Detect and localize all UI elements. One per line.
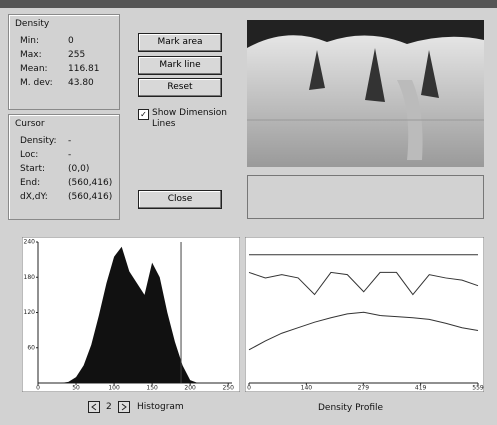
x-tick-label: 0 (247, 385, 251, 392)
field-value: 43.80 (68, 78, 94, 88)
group-title: Cursor (15, 119, 45, 129)
next-button[interactable] (118, 401, 130, 413)
field-label: M. dev: (20, 78, 53, 88)
profile-chart: 0 140 279 419 559 (245, 237, 484, 392)
field-label: dX,dY: (20, 192, 48, 202)
x-tick-label: 250 (222, 385, 234, 392)
y-tick-label: 60 (27, 344, 35, 351)
field-label: Max: (20, 50, 42, 60)
x-tick-label: 100 (108, 385, 120, 392)
close-button[interactable]: Close (138, 190, 222, 209)
y-tick-label: 120 (24, 309, 36, 316)
field-value: - (68, 150, 71, 160)
group-title: Density (15, 19, 49, 29)
y-tick-label: 240 (24, 239, 36, 246)
checkbox[interactable]: ✓ (138, 109, 149, 120)
field-value: 116.81 (68, 64, 100, 74)
field-value: 0 (68, 36, 74, 46)
x-tick-label: 279 (358, 385, 370, 392)
xray-image (247, 20, 484, 167)
field-value: (560,416) (68, 192, 112, 202)
x-tick-label: 0 (36, 385, 40, 392)
field-value: - (68, 136, 71, 146)
reset-button[interactable]: Reset (138, 78, 222, 97)
y-tick-label: 180 (24, 274, 36, 281)
x-tick-label: 150 (146, 385, 158, 392)
field-label: Start: (20, 164, 45, 174)
field-label: Density: (20, 136, 57, 146)
density-group: Density (8, 14, 120, 110)
x-tick-label: 50 (72, 385, 80, 392)
field-label: Loc: (20, 150, 38, 160)
x-tick-label: 419 (415, 385, 427, 392)
mark-area-button[interactable]: Mark area (138, 33, 222, 52)
info-box (247, 175, 484, 219)
field-label: Mean: (20, 64, 48, 74)
field-value: (0,0) (68, 164, 89, 174)
histogram-label: Histogram (137, 402, 184, 412)
x-tick-label: 140 (301, 385, 313, 392)
page-number: 2 (106, 402, 112, 412)
dialog-window: Density Cursor Mark area Mark line Reset… (0, 0, 497, 425)
mark-line-button[interactable]: Mark line (138, 56, 222, 75)
field-label: Min: (20, 36, 39, 46)
field-value: 255 (68, 50, 85, 60)
field-label: End: (20, 178, 40, 188)
histogram-chart: 0 50 100 150 200 250 60 120 180 240 (22, 237, 240, 392)
x-tick-label: 559 (472, 385, 484, 392)
x-tick-label: 200 (184, 385, 196, 392)
checkbox-label[interactable]: Show Dimension Lines (152, 108, 232, 130)
prev-button[interactable] (88, 401, 100, 413)
field-value: (560,416) (68, 178, 112, 188)
title-bar (0, 0, 497, 8)
profile-label: Density Profile (318, 403, 383, 413)
